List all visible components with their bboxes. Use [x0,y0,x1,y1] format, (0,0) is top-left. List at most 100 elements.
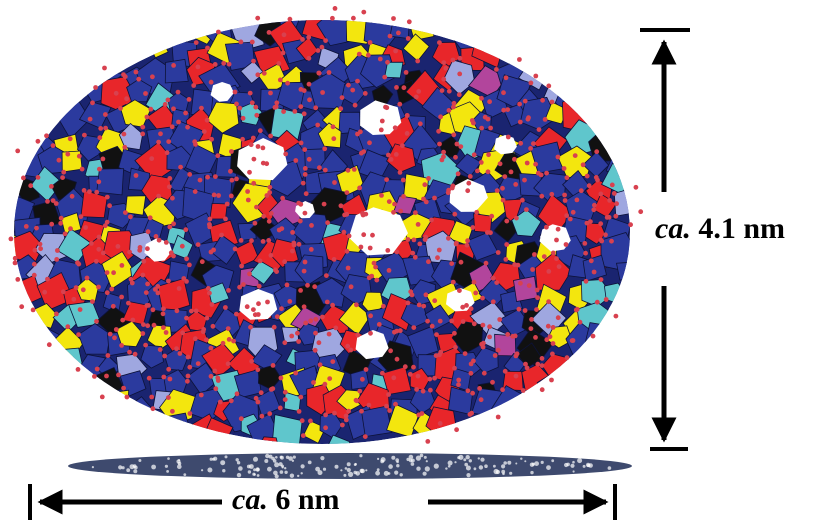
oxygen-atom [487,334,492,340]
shadow-speck [607,466,612,470]
oxygen-atom [388,348,393,354]
oxygen-atom [293,370,299,376]
oxygen-atom [94,189,100,195]
oxygen-atom [544,170,549,176]
oxygen-atom [234,391,240,397]
shadow-speck [464,462,469,467]
oxygen-atom [411,237,417,243]
oxygen-atom [274,100,280,106]
oxygen-atom [307,97,312,103]
oxygen-atom [562,192,567,198]
pore [449,179,488,212]
polyhedron [120,99,152,128]
shadow-speck [524,460,527,463]
oxygen-atom [338,106,344,112]
oxygen-atom [479,95,484,101]
oxygen-atom [140,131,146,137]
polyhedron [516,342,543,369]
polyhedron [78,101,112,129]
width-value: 6 nm [275,483,340,516]
oxygen-atom [272,267,278,273]
oxygen-atom [42,289,48,295]
oxygen-atom [550,250,556,256]
oxygen-atom [323,412,328,418]
oxygen-atom [441,149,446,155]
oxygen-atom [145,281,151,287]
oxygen-atom [453,344,458,350]
oxygen-atom [124,96,129,102]
shadow-speck [484,464,488,469]
width-prefix: ca. [232,483,268,516]
oxygen-atom [427,376,433,382]
oxygen-atom [185,124,191,130]
pore [355,330,389,360]
oxygen-atom [317,165,322,171]
oxygen-atom [603,232,608,238]
oxygen-atom [574,197,580,203]
oxygen-atom [544,337,550,343]
oxygen-atom [266,238,272,243]
oxygen-atom [583,278,589,284]
oxygen-atom [591,207,597,213]
shadow-speck [478,465,484,470]
oxygen-atom [55,248,60,253]
oxygen-atom [183,110,189,116]
oxygen-atom [345,343,351,349]
oxygen-atom [494,67,499,72]
oxygen-atom [212,368,218,374]
oxygen-atom [392,201,397,207]
oxygen-atom [278,375,284,381]
oxygen-atom [268,211,274,216]
oxygen-atom [368,330,373,336]
oxygen-atom [115,244,121,249]
oxygen-atom [248,324,253,330]
oxygen-atom [97,135,103,141]
shadow-speck [176,459,181,464]
oxygen-atom [283,151,289,157]
oxygen-atom [413,210,418,216]
oxygen-atom [168,250,174,256]
oxygen-atom [522,98,528,104]
oxygen-atom [421,196,426,202]
oxygen-atom [113,327,119,332]
oxygen-atom [324,299,330,305]
oxygen-atom [561,166,567,171]
oxygen-atom [387,33,393,39]
oxygen-atom [285,80,290,86]
oxygen-atom [60,289,66,295]
oxygen-atom [90,100,95,106]
oxygen-atom [276,227,282,233]
oxygen-atom [191,83,197,88]
oxygen-atom [386,392,391,397]
polyhedron [34,232,70,264]
polyhedron [472,346,499,374]
oxygen-atom [340,422,345,428]
oxygen-atom [638,209,644,215]
oxygen-atom [155,290,161,296]
oxygen-atom [219,232,225,238]
oxygen-atom [177,351,183,356]
oxygen-atom [452,330,457,336]
polyhedron [36,271,75,312]
shadow-speck [520,457,523,460]
polyhedron [616,261,630,281]
oxygen-atom [591,269,597,275]
oxygen-atom [257,128,263,134]
oxygen-atom [306,156,312,162]
polyhedron [473,213,493,234]
oxygen-atom [441,76,447,82]
oxygen-atom [392,125,398,131]
oxygen-atom [105,353,111,358]
oxygen-atom [563,242,569,247]
oxygen-atom [376,322,382,327]
oxygen-atom [228,193,234,199]
shadow-speck [425,460,428,463]
shadow-speck [265,453,270,459]
oxygen-atom [254,204,259,210]
oxygen-atom [411,364,416,370]
oxygen-atom [49,221,55,227]
oxygen-atom [259,413,265,419]
oxygen-atom [322,167,328,173]
oxygen-atom [311,380,316,385]
oxygen-atom [554,237,559,243]
